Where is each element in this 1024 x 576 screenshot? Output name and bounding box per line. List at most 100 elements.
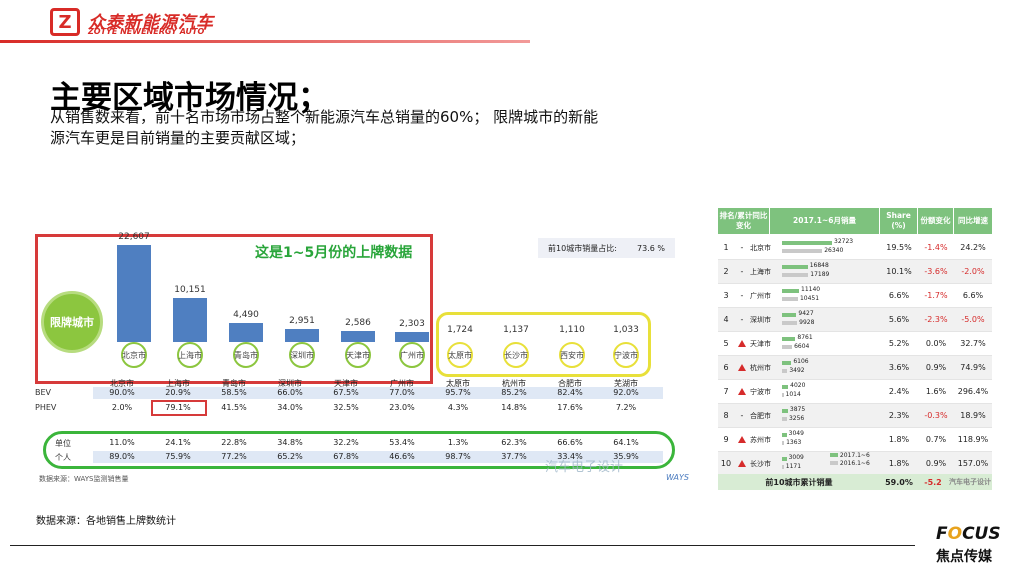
trend-up-icon	[734, 436, 750, 443]
city: 合肥市	[750, 411, 771, 420]
brand-name-cn: 众泰新能源汽车	[88, 13, 214, 33]
bar-2017	[782, 336, 796, 341]
trend-up-icon	[734, 364, 750, 371]
rank: 1	[723, 243, 729, 252]
arrow-up-icon	[738, 388, 746, 395]
cell-unit-9: 64.1%	[613, 438, 639, 447]
city-label-6: 太原市	[448, 351, 472, 360]
rank: 9	[723, 435, 729, 444]
cell-personal-2: 77.2%	[221, 452, 247, 461]
cell-phev-7: 14.8%	[501, 403, 527, 412]
trend-dash: -	[740, 243, 744, 252]
trend-dash: -	[740, 411, 744, 420]
bar-2017	[782, 240, 832, 245]
growth: 24.2%	[960, 243, 986, 252]
trend-flat: -	[734, 267, 750, 276]
footer-divider	[10, 545, 915, 546]
city-ring-9	[613, 342, 639, 368]
bar-2016	[782, 464, 784, 469]
footer-share: 59.0%	[885, 477, 913, 487]
chart-source-note: 数据来源：WAYS监测销售量	[39, 475, 129, 483]
share-change: -1.7%	[924, 291, 948, 300]
bottom-source: 数据来源：各地销售上牌数统计	[36, 516, 176, 527]
bar-2017	[782, 432, 787, 437]
header-share: Share (%)	[880, 208, 918, 234]
bar-2016	[782, 392, 784, 397]
arrow-up-icon	[738, 340, 746, 347]
sales-bars: 3875 3256	[780, 405, 880, 427]
cell-bev-4: 67.5%	[333, 388, 359, 397]
city: 杭州市	[750, 363, 771, 372]
ranking-row: 6 杭州市 6106 3492 3.6% 0.9% 74.9%	[718, 356, 992, 380]
row-label-phev: PHEV	[35, 403, 57, 412]
bar-value-9: 1,033	[613, 325, 639, 335]
top10-share-value: 73.6 %	[636, 243, 665, 253]
v2017: 4020	[790, 381, 806, 389]
sales-bars: 4020 1014	[780, 381, 880, 403]
sales-bars: 11140 10451	[780, 285, 880, 307]
brand-name-en: ZOTYE NEWENERGY AUTO	[88, 27, 205, 36]
cell-unit-7: 62.3%	[501, 438, 527, 447]
footer-label: 前10城市累计销量	[765, 477, 833, 487]
v2017: 11140	[801, 285, 821, 293]
city: 长沙市	[750, 459, 771, 468]
share-change: 0.9%	[925, 363, 947, 372]
growth: -5.0%	[961, 315, 985, 324]
ways-logo: WAYS	[666, 473, 689, 482]
rank: 2	[723, 267, 729, 276]
ranking-row: 5 天津市 8761 6604 5.2% 0.0% 32.7%	[718, 332, 992, 356]
arrow-up-icon	[738, 460, 746, 467]
restricted-cities-box	[35, 234, 433, 384]
city: 北京市	[750, 243, 771, 252]
trend-dash: -	[740, 315, 744, 324]
cell-phev-4: 32.5%	[333, 403, 359, 412]
share: 5.6%	[888, 315, 910, 324]
city-label-4: 天津市	[346, 351, 370, 360]
share: 6.6%	[888, 291, 910, 300]
cell-personal-9: 35.9%	[613, 452, 639, 461]
v2016: 17189	[810, 270, 830, 278]
share-change: 0.0%	[925, 339, 947, 348]
cell-table_cities-2: 青岛市	[222, 379, 246, 388]
city-ring-0	[121, 342, 147, 368]
ranking-row: 1 - 北京市 32723 26340 19.5% -1.4% 24.2%	[718, 236, 992, 260]
growth: -2.0%	[961, 267, 985, 276]
growth: 18.9%	[960, 411, 986, 420]
rank: 10	[720, 459, 732, 468]
bar-value-6: 1,724	[447, 325, 473, 335]
row-label-unit: 单位	[55, 439, 71, 448]
city-ring-1	[177, 342, 203, 368]
data-period-note: 这是1~5月份的上牌数据	[255, 245, 413, 261]
share: 5.2%	[888, 339, 910, 348]
bar-2016	[782, 440, 785, 445]
header-rank: 排名/累计同比变化	[718, 208, 770, 234]
trend-flat: -	[734, 243, 750, 252]
focus-logo-cn: 焦点传媒	[936, 549, 992, 565]
cell-phev-8: 17.6%	[557, 403, 583, 412]
cell-personal-4: 67.8%	[333, 452, 359, 461]
trend-flat: -	[734, 315, 750, 324]
share-change: 1.6%	[925, 387, 947, 396]
cell-personal-7: 37.7%	[501, 452, 527, 461]
cell-unit-4: 32.2%	[333, 438, 359, 447]
bar-0	[117, 245, 151, 342]
v2016: 10451	[799, 294, 820, 302]
bar-value-8: 1,110	[559, 325, 585, 335]
cell-personal-0: 89.0%	[109, 452, 135, 461]
sales-bars: 16848 17189	[780, 261, 880, 283]
bar-2016	[782, 296, 798, 301]
cell-phev-2: 41.5%	[221, 403, 247, 412]
share: 3.6%	[888, 363, 910, 372]
ranking-row: 2 - 上海市 16848 17189 10.1% -3.6% -2.0%	[718, 260, 992, 284]
share-change: -0.3%	[924, 411, 948, 420]
footer-change: -5.2	[924, 477, 942, 487]
cell-table_cities-4: 天津市	[334, 379, 358, 388]
bar-value-2: 4,490	[233, 309, 259, 320]
v2016: 6604	[794, 342, 810, 350]
sales-bars: 9427 9928	[780, 309, 880, 331]
city: 深圳市	[750, 315, 771, 324]
cell-table_cities-8: 合肥市	[558, 379, 582, 388]
city-label-1: 上海市	[178, 351, 202, 360]
bar-value-5: 2,303	[399, 319, 425, 330]
bar-2	[229, 322, 263, 342]
